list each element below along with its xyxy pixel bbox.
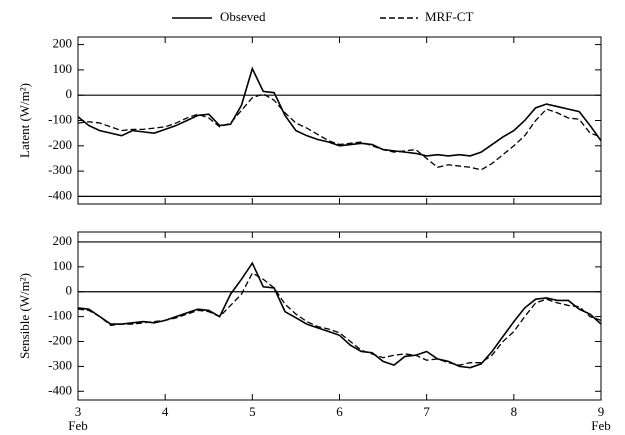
- y-tick-label: -200: [48, 137, 72, 152]
- y-tick-label: -400: [48, 382, 72, 397]
- y-tick-label: 0: [66, 86, 73, 101]
- data-line: [77, 93, 602, 171]
- x-tick-label: 8: [511, 404, 518, 419]
- x-tick-label: 9: [598, 404, 605, 419]
- legend-label: Obseved: [220, 9, 266, 24]
- y-tick-label: -200: [48, 332, 72, 347]
- data-line: [77, 261, 602, 369]
- x-tick-label: 5: [249, 404, 256, 419]
- data-line: [77, 272, 602, 366]
- x-month-label: Feb: [68, 418, 88, 433]
- plot-frame: [77, 231, 602, 401]
- y-tick-label: -100: [48, 111, 72, 126]
- x-tick-label: 7: [423, 404, 430, 419]
- x-tick-label: 6: [336, 404, 343, 419]
- plot-frame: [77, 36, 602, 205]
- y-tick-label: 200: [53, 233, 73, 248]
- y-tick-label: 100: [53, 61, 73, 76]
- y-tick-label: -300: [48, 357, 72, 372]
- y-tick-label: -400: [48, 187, 72, 202]
- y-tick-label: -300: [48, 162, 72, 177]
- y-axis-label: Sensible (W/m²): [17, 273, 32, 359]
- x-tick-label: 4: [162, 404, 169, 419]
- legend-label: MRF-CT: [425, 9, 473, 24]
- y-axis-label: Latent (W/m²): [17, 83, 32, 158]
- x-tick-label: 3: [75, 404, 82, 419]
- y-tick-label: -100: [48, 308, 72, 323]
- y-tick-label: 100: [53, 258, 73, 273]
- y-tick-label: 0: [66, 283, 73, 298]
- x-month-label: Feb: [591, 418, 611, 433]
- data-line: [77, 66, 602, 157]
- y-tick-label: 200: [53, 36, 73, 51]
